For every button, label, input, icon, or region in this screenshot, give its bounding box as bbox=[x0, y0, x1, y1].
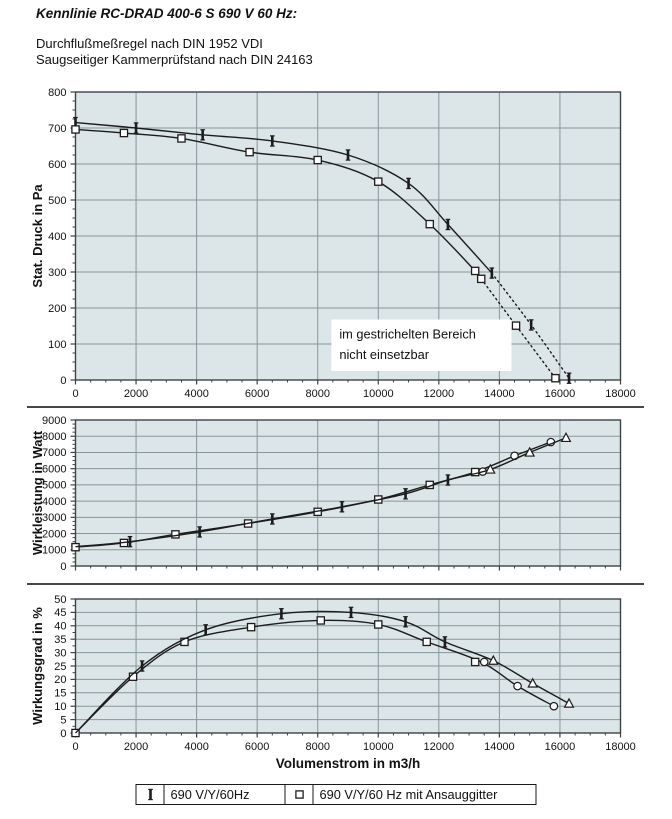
svg-text:4000: 4000 bbox=[184, 388, 208, 400]
svg-text:500: 500 bbox=[48, 195, 66, 207]
svg-text:45: 45 bbox=[54, 607, 66, 619]
svg-text:9000: 9000 bbox=[42, 415, 66, 427]
svg-text:im gestrichelten Bereich: im gestrichelten Bereich bbox=[339, 327, 476, 342]
svg-text:14000: 14000 bbox=[484, 741, 515, 753]
svg-text:14000: 14000 bbox=[484, 388, 515, 400]
svg-text:50: 50 bbox=[54, 594, 66, 606]
static-pressure-chart: im gestrichelten Bereich nicht einsetzbar… bbox=[30, 87, 636, 400]
svg-text:2000: 2000 bbox=[124, 388, 148, 400]
power-chart: 0 1000 2000 3000 4000 5000 6000 7000 8000 9000 Wir… bbox=[30, 415, 622, 573]
svg-text:7000: 7000 bbox=[42, 447, 66, 459]
svg-text:2000: 2000 bbox=[124, 741, 148, 753]
svg-text:1000: 1000 bbox=[42, 545, 66, 557]
subtitle-line-1: Durchflußmeßregel nach DIN 1952 VDI bbox=[36, 36, 263, 51]
legend-tick-marker-icon bbox=[137, 785, 164, 804]
svg-text:2000: 2000 bbox=[42, 528, 66, 540]
svg-text:10000: 10000 bbox=[363, 741, 394, 753]
svg-text:Stat. Druck in Pa: Stat. Druck in Pa bbox=[30, 184, 45, 288]
svg-text:40: 40 bbox=[54, 621, 66, 633]
svg-text:5000: 5000 bbox=[42, 480, 66, 492]
svg-text:10: 10 bbox=[54, 701, 66, 713]
svg-text:35: 35 bbox=[54, 634, 66, 646]
svg-text:nicht einsetzbar: nicht einsetzbar bbox=[339, 347, 429, 362]
svg-text:18000: 18000 bbox=[605, 741, 636, 753]
chart-legend: 690 V/Y/60Hz 690 V/Y/60 Hz mit Ansauggit… bbox=[135, 784, 537, 805]
svg-text:8000: 8000 bbox=[305, 741, 329, 753]
svg-text:100: 100 bbox=[48, 339, 66, 351]
subtitle-line-2: Saugseitiger Kammerprüfstand nach DIN 24… bbox=[36, 52, 313, 67]
svg-text:0: 0 bbox=[60, 375, 66, 387]
svg-text:20: 20 bbox=[54, 674, 66, 686]
svg-text:15: 15 bbox=[54, 688, 66, 700]
svg-text:700: 700 bbox=[48, 123, 66, 135]
svg-text:8000: 8000 bbox=[305, 388, 329, 400]
svg-text:12000: 12000 bbox=[424, 741, 455, 753]
svg-text:0: 0 bbox=[72, 741, 78, 753]
svg-text:0: 0 bbox=[72, 388, 78, 400]
svg-text:0: 0 bbox=[60, 561, 66, 573]
page-title: Kennlinie RC-DRAD 400-6 S 690 V 60 Hz: bbox=[36, 6, 298, 21]
legend-label-ansauggitter: 690 V/Y/60 Hz mit Ansauggitter bbox=[312, 785, 536, 804]
chart-separator bbox=[27, 406, 644, 408]
svg-text:400: 400 bbox=[48, 231, 66, 243]
svg-text:Wirkungsgrad in %: Wirkungsgrad in % bbox=[30, 607, 45, 725]
legend-label-60hz: 690 V/Y/60Hz bbox=[163, 785, 285, 804]
legend-square-marker-icon bbox=[284, 785, 313, 804]
svg-text:30: 30 bbox=[54, 647, 66, 659]
svg-text:6000: 6000 bbox=[42, 463, 66, 475]
svg-text:300: 300 bbox=[48, 267, 66, 279]
svg-text:3000: 3000 bbox=[42, 512, 66, 524]
svg-text:800: 800 bbox=[48, 87, 66, 99]
efficiency-chart: 0 2000 4000 6000 8000 10000 12000 14000 16000 180… bbox=[30, 594, 636, 771]
svg-text:Wirkleistung in Watt: Wirkleistung in Watt bbox=[30, 430, 45, 555]
svg-text:5: 5 bbox=[60, 714, 66, 726]
svg-text:18000: 18000 bbox=[605, 388, 636, 400]
svg-text:12000: 12000 bbox=[424, 388, 455, 400]
chart-separator bbox=[27, 583, 644, 585]
svg-text:10000: 10000 bbox=[363, 388, 394, 400]
svg-text:4000: 4000 bbox=[184, 741, 208, 753]
svg-text:200: 200 bbox=[48, 303, 66, 315]
svg-text:16000: 16000 bbox=[545, 741, 576, 753]
svg-text:600: 600 bbox=[48, 159, 66, 171]
svg-text:0: 0 bbox=[60, 728, 66, 740]
svg-text:6000: 6000 bbox=[245, 741, 269, 753]
svg-text:4000: 4000 bbox=[42, 496, 66, 508]
svg-text:8000: 8000 bbox=[42, 431, 66, 443]
svg-text:16000: 16000 bbox=[545, 388, 576, 400]
svg-text:25: 25 bbox=[54, 661, 66, 673]
svg-text:6000: 6000 bbox=[245, 388, 269, 400]
svg-text:Volumenstrom in m3/h: Volumenstrom in m3/h bbox=[276, 756, 421, 771]
